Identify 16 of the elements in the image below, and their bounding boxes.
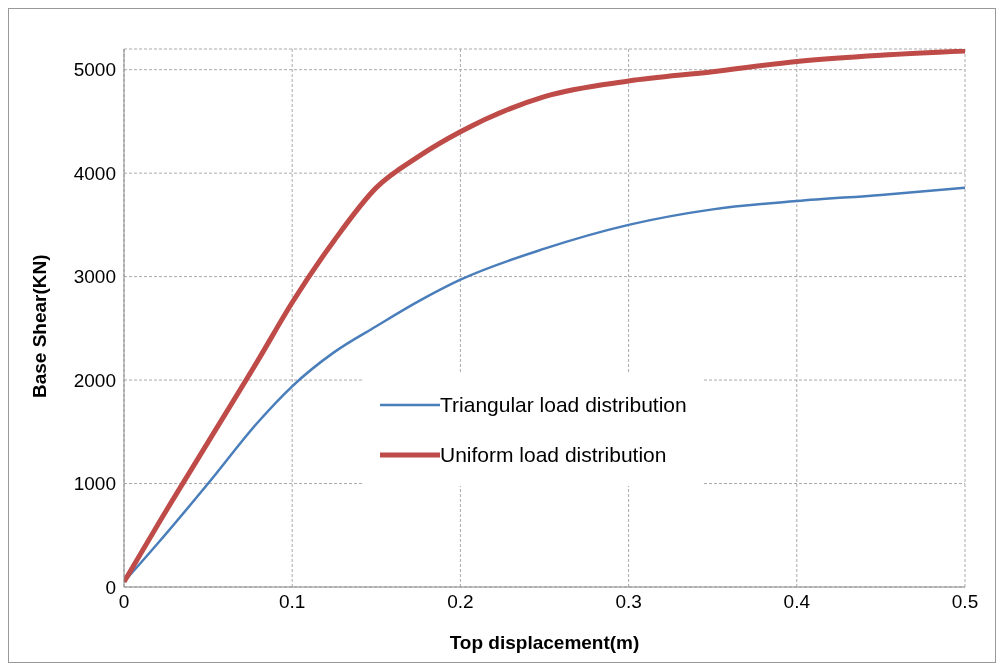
- y-tick-label: 2000: [73, 369, 116, 391]
- y-axis-title: Base Shear(KN): [28, 254, 50, 398]
- y-tick-label: 3000: [73, 266, 116, 288]
- legend-label: Triangular load distribution: [440, 393, 687, 417]
- x-tick-label: 0.4: [783, 591, 811, 613]
- x-axis-title: Top displacement(m): [449, 632, 640, 653]
- x-tick-label: 0.3: [615, 591, 642, 613]
- x-tick-label: 0: [118, 591, 130, 613]
- y-tick-label: 5000: [73, 59, 116, 81]
- y-tick-label: 4000: [73, 162, 116, 184]
- y-tick-label: 1000: [73, 473, 116, 495]
- x-tick-label: 0.1: [278, 591, 306, 613]
- x-tick-label: 0.2: [447, 591, 474, 613]
- legend-label: Uniform load distribution: [440, 443, 667, 467]
- x-tick-label: 0.5: [951, 591, 979, 613]
- y-tick-label: 0: [105, 576, 116, 598]
